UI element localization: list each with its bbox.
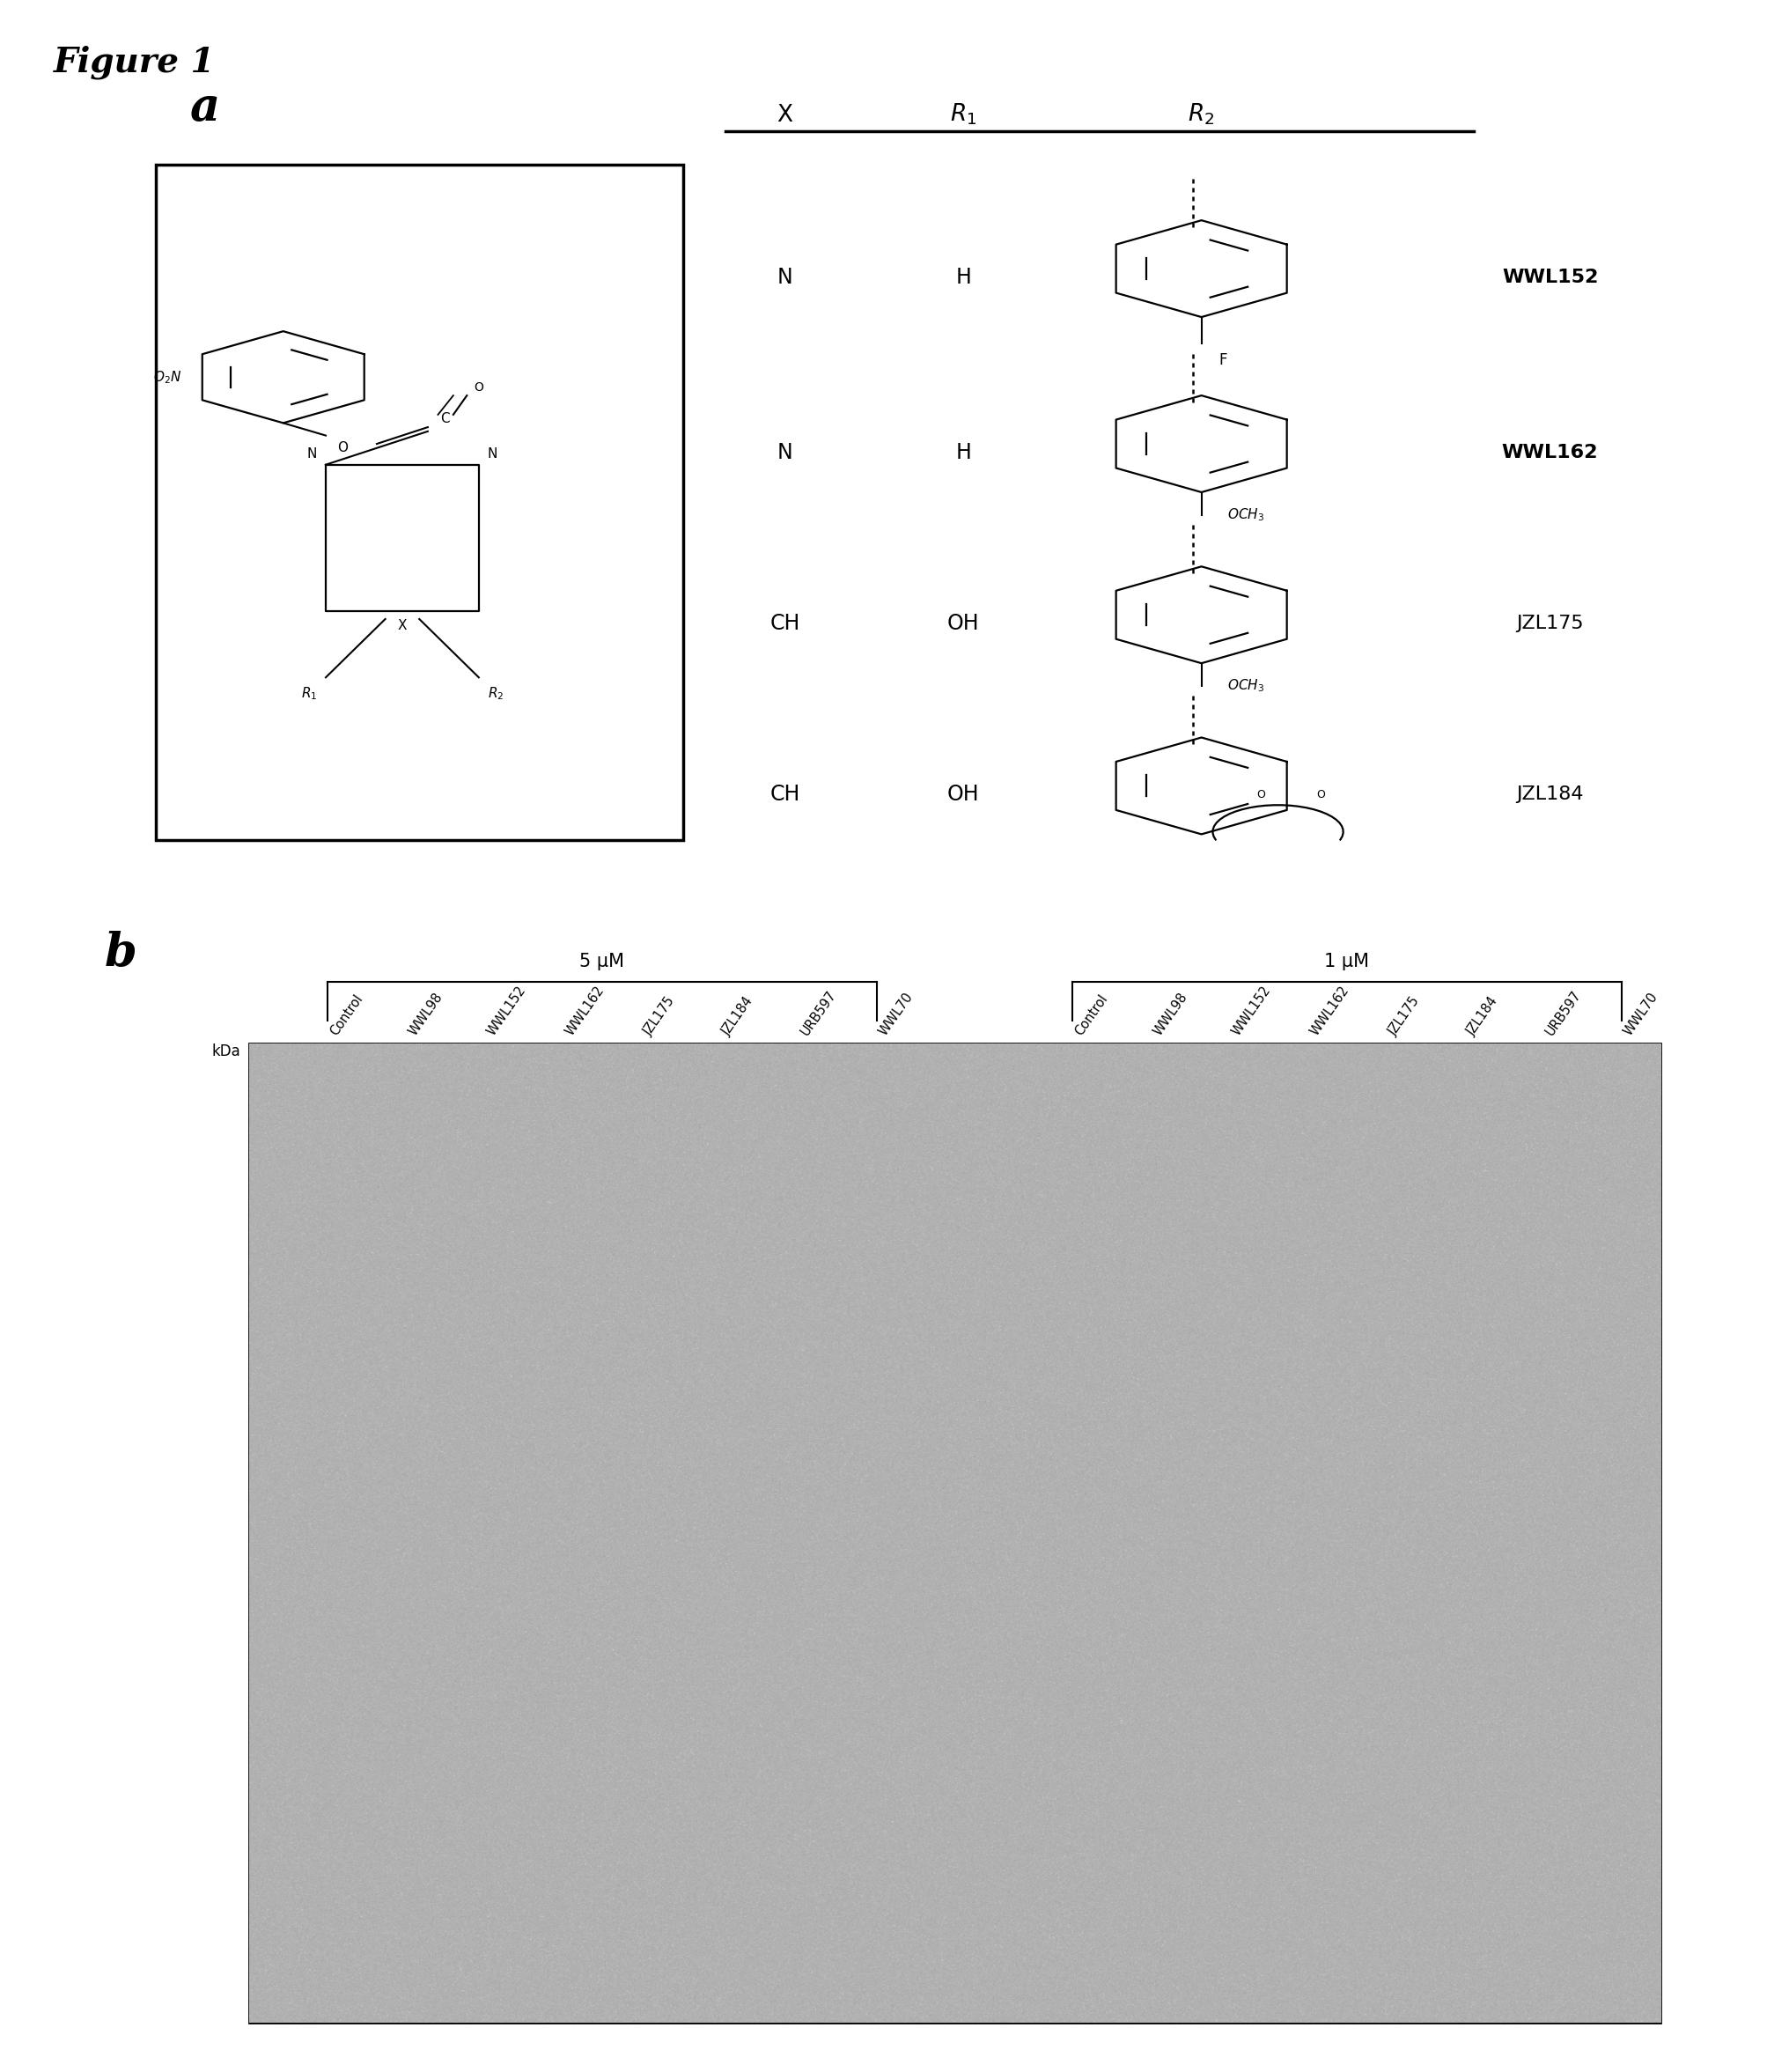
Text: WWL152: WWL152 <box>1229 984 1272 1038</box>
FancyBboxPatch shape <box>156 164 683 839</box>
Text: a: a <box>190 85 220 131</box>
Text: 1 μM: 1 μM <box>1324 953 1369 970</box>
Text: URB597: URB597 <box>1542 988 1583 1038</box>
Text: OH: OH <box>946 783 979 804</box>
Text: $R_1$: $R_1$ <box>301 686 317 702</box>
Text: 5 μM: 5 μM <box>580 953 624 970</box>
Text: JZL175: JZL175 <box>640 995 676 1038</box>
Text: O: O <box>474 381 483 394</box>
Text: JZL175: JZL175 <box>1515 615 1583 632</box>
Text: kDa: kDa <box>211 1044 240 1059</box>
Text: H: H <box>955 267 971 288</box>
Text: JZL184: JZL184 <box>1515 785 1583 804</box>
Text: URB597: URB597 <box>798 988 837 1038</box>
Text: OH: OH <box>946 613 979 634</box>
Text: WWL162: WWL162 <box>562 984 606 1038</box>
Text: Figure 1: Figure 1 <box>54 46 215 79</box>
Text: $R_2$: $R_2$ <box>488 686 503 702</box>
Text: WWL162: WWL162 <box>1308 984 1351 1038</box>
Text: CH: CH <box>769 783 800 804</box>
Text: F: F <box>1218 352 1225 369</box>
Text: JZL184: JZL184 <box>719 995 755 1038</box>
Text: C: C <box>440 412 449 425</box>
Text: N: N <box>487 448 497 460</box>
Text: $R_1$: $R_1$ <box>950 102 977 126</box>
Text: N: N <box>308 448 317 460</box>
Text: WWL70: WWL70 <box>1621 990 1660 1038</box>
Text: N: N <box>776 267 793 288</box>
Text: O: O <box>1315 789 1324 802</box>
Text: O: O <box>338 441 347 454</box>
Text: WWL70: WWL70 <box>877 990 914 1038</box>
Text: JZL175: JZL175 <box>1385 995 1422 1038</box>
Text: JZL184: JZL184 <box>1463 995 1499 1038</box>
Text: WWL152: WWL152 <box>1501 267 1598 286</box>
Text: O: O <box>1256 789 1265 802</box>
Text: H: H <box>955 441 971 462</box>
Text: $R_2$: $R_2$ <box>1188 102 1215 126</box>
Text: WWL98: WWL98 <box>406 990 445 1038</box>
Bar <box>249 1044 1660 2022</box>
Text: N: N <box>776 441 793 462</box>
Text: Control: Control <box>1072 992 1109 1038</box>
Text: X: X <box>776 104 793 126</box>
Text: $O_2N$: $O_2N$ <box>152 369 181 385</box>
Text: $OCH_3$: $OCH_3$ <box>1227 506 1263 522</box>
Text: WWL98: WWL98 <box>1150 990 1190 1038</box>
Text: Control: Control <box>327 992 365 1038</box>
Text: WWL152: WWL152 <box>485 984 528 1038</box>
Text: WWL162: WWL162 <box>1501 443 1598 460</box>
Text: b: b <box>104 930 138 976</box>
Text: X: X <box>397 620 406 632</box>
Text: $OCH_3$: $OCH_3$ <box>1227 678 1263 694</box>
Text: CH: CH <box>769 613 800 634</box>
